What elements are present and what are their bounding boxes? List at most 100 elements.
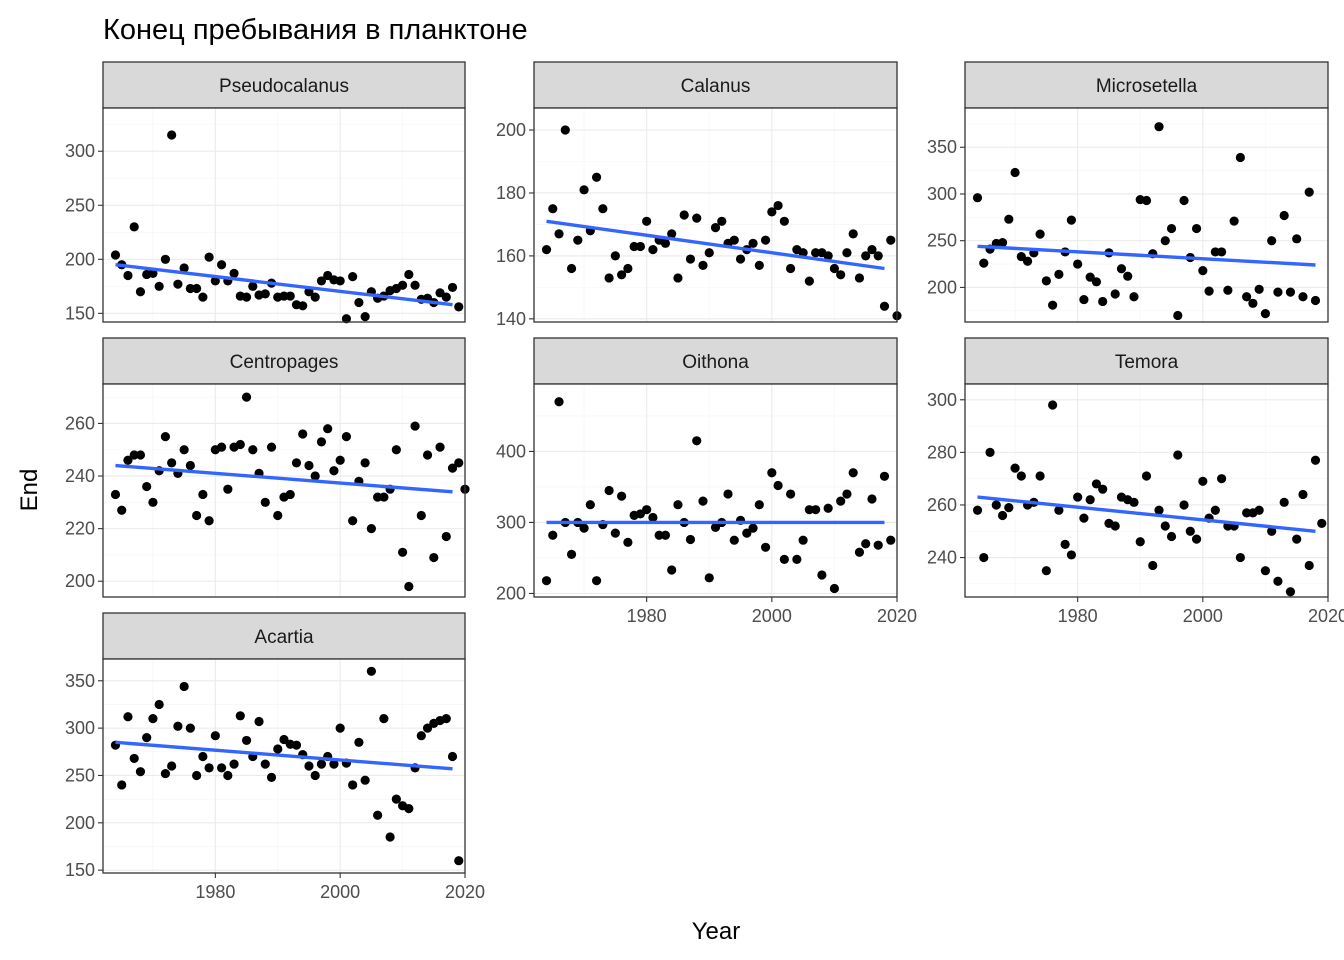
y-tick-label: 300 bbox=[927, 184, 957, 204]
data-point bbox=[1191, 223, 1202, 234]
data-point bbox=[879, 301, 890, 311]
data-point bbox=[210, 731, 220, 741]
data-point bbox=[642, 505, 652, 515]
facet-strip bbox=[102, 337, 466, 385]
data-point bbox=[1048, 300, 1058, 310]
data-point bbox=[285, 489, 295, 500]
data-point bbox=[335, 723, 345, 733]
data-point bbox=[1173, 450, 1183, 460]
data-point bbox=[179, 445, 189, 455]
data-point bbox=[179, 681, 189, 692]
data-point bbox=[185, 460, 195, 471]
data-point bbox=[1179, 500, 1189, 510]
data-point bbox=[416, 731, 426, 741]
data-point bbox=[316, 437, 327, 447]
data-point bbox=[110, 489, 121, 500]
data-point bbox=[1129, 292, 1139, 302]
data-point bbox=[260, 759, 270, 769]
data-point bbox=[972, 193, 983, 203]
data-point bbox=[1016, 471, 1026, 481]
x-tick-label: 2020 bbox=[445, 882, 485, 902]
facet-strip-label: Temora bbox=[1115, 352, 1179, 373]
data-point bbox=[123, 455, 133, 465]
data-point bbox=[760, 235, 771, 245]
data-point bbox=[591, 576, 602, 586]
data-point bbox=[198, 489, 208, 500]
data-point bbox=[754, 260, 764, 270]
data-point bbox=[316, 276, 327, 286]
data-point bbox=[829, 263, 840, 274]
data-point bbox=[373, 810, 383, 820]
data-point bbox=[579, 185, 589, 195]
data-point bbox=[135, 450, 146, 460]
data-point bbox=[604, 273, 614, 283]
y-tick-label: 220 bbox=[65, 519, 95, 539]
data-point bbox=[598, 204, 608, 214]
data-point bbox=[604, 485, 614, 496]
data-point bbox=[266, 772, 277, 782]
x-axis-title: Year bbox=[692, 918, 741, 945]
data-point bbox=[566, 549, 577, 560]
data-point bbox=[1273, 576, 1283, 586]
data-point bbox=[1054, 269, 1064, 279]
data-point bbox=[129, 753, 139, 764]
data-point bbox=[1148, 560, 1158, 571]
data-point bbox=[792, 554, 802, 564]
data-point bbox=[842, 489, 852, 499]
data-point bbox=[1310, 455, 1321, 465]
data-point bbox=[248, 445, 258, 455]
y-tick-label: 200 bbox=[65, 571, 95, 591]
data-point bbox=[566, 263, 577, 274]
data-point bbox=[735, 254, 746, 264]
data-point bbox=[304, 761, 314, 771]
data-point bbox=[704, 248, 714, 258]
data-point bbox=[160, 254, 171, 264]
data-point bbox=[685, 254, 696, 264]
data-point bbox=[867, 245, 877, 255]
data-point bbox=[291, 458, 302, 468]
facet-strip-label: Centropages bbox=[230, 352, 339, 373]
x-tick-label: 1980 bbox=[1058, 606, 1098, 626]
facet-oithona: Oithona 200 300 400 1980 2000 2020 bbox=[496, 337, 917, 626]
panel-border bbox=[964, 383, 1329, 598]
data-point bbox=[729, 235, 739, 245]
y-tick-label: 140 bbox=[496, 309, 526, 329]
data-point bbox=[1229, 216, 1239, 226]
data-point bbox=[241, 392, 252, 402]
data-point bbox=[1141, 471, 1152, 481]
data-point bbox=[348, 516, 358, 526]
data-point bbox=[1191, 534, 1202, 544]
facet-strip-label: Acartia bbox=[254, 627, 314, 648]
y-tick-label: 250 bbox=[65, 765, 95, 785]
data-point bbox=[873, 540, 883, 550]
data-point bbox=[698, 260, 708, 270]
x-tick-label: 1980 bbox=[195, 882, 235, 902]
panel-border bbox=[102, 107, 466, 323]
y-tick-label: 400 bbox=[496, 441, 526, 461]
data-point bbox=[817, 570, 827, 580]
facet-acartia: Acartia 150 200 250 300 350 1980 2000 2020 bbox=[65, 612, 485, 902]
data-point bbox=[379, 492, 389, 502]
facet-strip bbox=[102, 61, 466, 109]
data-point bbox=[404, 581, 414, 592]
panel-border bbox=[533, 107, 898, 323]
y-tick-label: 200 bbox=[496, 120, 526, 140]
data-point bbox=[1091, 479, 1102, 489]
data-point bbox=[285, 291, 295, 301]
data-point bbox=[1185, 526, 1195, 536]
data-point bbox=[1285, 587, 1296, 597]
facet-strip bbox=[533, 337, 898, 385]
data-point bbox=[117, 780, 127, 790]
data-point bbox=[1166, 531, 1177, 542]
data-point bbox=[723, 489, 733, 499]
data-point bbox=[260, 497, 270, 507]
data-point bbox=[298, 301, 308, 311]
data-point bbox=[148, 497, 158, 507]
data-point bbox=[635, 241, 645, 252]
data-point bbox=[341, 431, 352, 442]
data-point bbox=[192, 283, 202, 294]
facet-strip-label: Pseudocalanus bbox=[219, 76, 349, 97]
y-tick-label: 300 bbox=[927, 390, 957, 410]
data-point bbox=[1123, 271, 1133, 281]
data-point bbox=[129, 222, 139, 232]
